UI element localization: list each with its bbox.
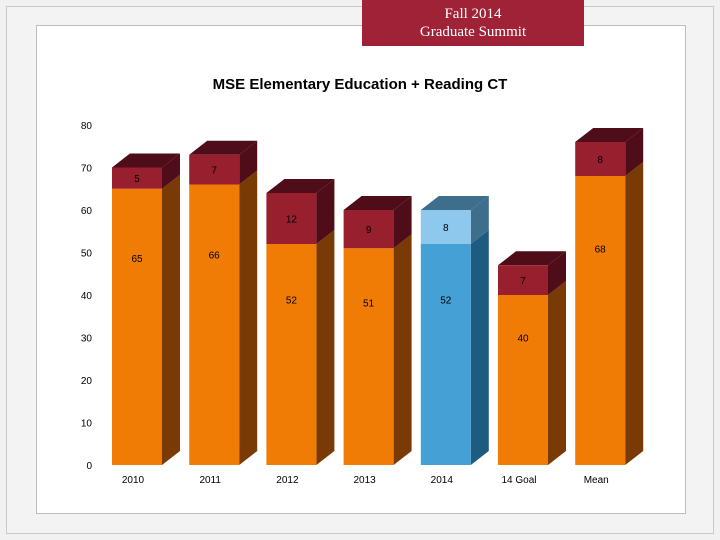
data-label-base: 40 — [517, 334, 529, 345]
bar-segment-base — [189, 184, 240, 465]
x-tick-label: 2014 — [431, 475, 454, 486]
bar-segment-top — [112, 167, 162, 189]
data-label-base: 51 — [363, 298, 375, 309]
bar-segment-top — [189, 154, 240, 185]
y-tick-label: 60 — [81, 206, 93, 217]
data-label-base: 52 — [286, 295, 298, 306]
y-tick-label: 40 — [81, 291, 93, 302]
bar-top-face — [498, 251, 566, 266]
x-tick-label: 2012 — [276, 475, 299, 486]
x-tick-label: 14 Goal — [501, 475, 536, 486]
bar-side-top — [316, 179, 335, 244]
bar-side-top — [239, 140, 258, 185]
header-line-1: Fall 2014 — [444, 6, 502, 22]
data-label-top: 8 — [597, 155, 603, 166]
bar-segment-top — [343, 210, 394, 249]
bar-segment-top — [575, 142, 626, 176]
bar-top-face — [112, 153, 180, 168]
bar-segment-base — [420, 244, 471, 465]
header-banner: Fall 2014 Graduate Summit — [362, 0, 584, 46]
bar-side-top — [393, 196, 412, 249]
x-tick-label: 2013 — [353, 475, 376, 486]
data-label-top: 7 — [211, 166, 217, 177]
bar-segment-base — [575, 176, 626, 465]
data-label-top: 8 — [443, 223, 449, 234]
data-label-base: 68 — [595, 244, 607, 255]
bar-side-top — [470, 196, 489, 244]
data-label-base: 52 — [440, 295, 452, 306]
bar-side-base — [625, 162, 644, 465]
bar-top-face — [343, 196, 412, 210]
bar-top-face — [420, 196, 489, 210]
bar-segment-base — [266, 244, 317, 465]
x-tick-label: 2010 — [122, 475, 145, 486]
x-tick-label: Mean — [584, 475, 609, 486]
bar-top-face — [266, 179, 335, 193]
data-label-top: 9 — [366, 225, 372, 236]
bar-side-top — [625, 128, 644, 176]
bar-side-top — [548, 251, 566, 295]
x-tick-label: 2011 — [199, 475, 221, 486]
y-tick-label: 30 — [81, 334, 93, 345]
y-tick-label: 20 — [81, 376, 93, 387]
bar-top-face — [575, 128, 644, 142]
data-label-top: 7 — [520, 276, 526, 287]
bar-segment-top — [266, 193, 317, 244]
data-label-top: 12 — [286, 215, 298, 226]
bar-side-base — [162, 174, 180, 465]
bar-side-base — [393, 234, 412, 465]
y-tick-label: 70 — [81, 164, 93, 175]
bar-segment-top — [498, 265, 548, 295]
y-tick-label: 10 — [81, 419, 93, 430]
y-tick-label: 50 — [81, 249, 93, 260]
y-tick-label: 80 — [81, 121, 93, 132]
data-label-base: 65 — [131, 254, 143, 265]
header-line-2: Graduate Summit — [419, 24, 527, 40]
y-tick-label: 0 — [86, 461, 92, 472]
bar-side-base — [548, 281, 566, 465]
bar-side-top — [162, 153, 180, 189]
chart-title: MSE Elementary Education + Reading CT — [212, 76, 508, 93]
bar-segment-base — [112, 188, 162, 465]
data-label-top: 5 — [134, 174, 140, 185]
bar-segment-base — [498, 295, 548, 465]
bar-segment-top — [420, 210, 471, 244]
bar-side-base — [239, 170, 258, 465]
bar-segment-base — [343, 248, 394, 465]
bar-side-base — [470, 230, 489, 465]
bar-side-base — [316, 230, 335, 465]
data-label-base: 66 — [209, 251, 221, 262]
bar-top-face — [189, 140, 258, 155]
